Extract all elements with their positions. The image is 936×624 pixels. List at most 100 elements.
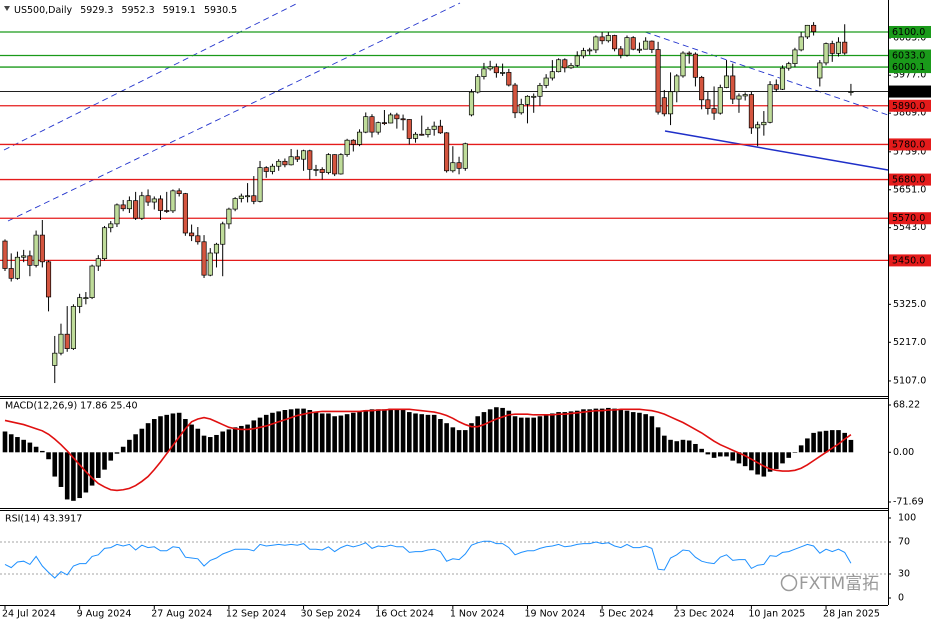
candle-body: [811, 24, 817, 32]
macd-bar: [226, 429, 232, 453]
macd-bar: [817, 431, 823, 453]
macd-title: MACD(12,26,9) 17.86 25.40: [5, 401, 138, 412]
rsi-y-tick-label: 0: [898, 593, 904, 604]
macd-bar: [475, 416, 481, 453]
candle-body: [21, 255, 27, 258]
macd-bar: [730, 452, 736, 461]
candle-body: [786, 63, 792, 69]
candle-body: [344, 139, 350, 155]
macd-bar: [170, 413, 176, 453]
level-label-box: [889, 49, 931, 62]
macd-bar: [251, 420, 257, 453]
macd-bar: [220, 431, 225, 453]
macd-bar: [811, 432, 816, 453]
macd-bar: [798, 445, 804, 453]
macd-bar: [842, 432, 847, 453]
macd-bar: [525, 417, 530, 453]
candle-body: [804, 24, 810, 38]
candle-body: [77, 297, 83, 307]
macd-bar: [494, 407, 499, 453]
y-tick-label: 5759.0: [893, 146, 926, 157]
macd-bar: [288, 409, 294, 453]
candle-body: [686, 52, 692, 55]
level-label: 5680.0: [892, 175, 925, 186]
candle-body: [599, 36, 605, 42]
macd-bar: [33, 446, 39, 453]
candle-body: [226, 208, 232, 225]
macd-y-tick-label: 68.22: [893, 400, 920, 411]
macd-bar: [145, 423, 151, 453]
candle-body: [170, 190, 176, 212]
macd-signal-line: [4, 408, 852, 492]
symbol-header: US500,Daily 5929.3 5952.3 5919.1 5930.5: [14, 5, 237, 16]
macd-bar: [724, 452, 729, 457]
macd-bar: [668, 439, 673, 453]
macd-bar: [419, 414, 425, 453]
candle-body: [145, 195, 151, 203]
macd-bar: [357, 411, 362, 453]
candle-body: [518, 104, 524, 114]
macd-bar: [711, 452, 717, 458]
macd-bar: [407, 412, 412, 453]
x-tick-label: 28 Jan 2025: [823, 609, 880, 620]
candle-body: [767, 84, 773, 123]
level-label-box: [889, 212, 931, 225]
macd-bar: [531, 417, 536, 453]
current-price-box: [889, 85, 931, 98]
rsi-title: RSI(14) 43.3917: [5, 514, 82, 525]
candle-body: [369, 116, 375, 133]
candle-body: [89, 265, 95, 299]
macd-bar: [829, 430, 835, 453]
candle-body: [232, 198, 238, 210]
candle-body: [257, 167, 263, 202]
macd-bar: [438, 419, 443, 453]
candle-body: [512, 84, 518, 114]
macd-bar: [276, 411, 281, 453]
candle-body: [238, 195, 244, 199]
macd-bar: [232, 427, 238, 453]
candle-body: [798, 36, 804, 51]
candle-body: [301, 150, 307, 160]
candle-body: [500, 72, 506, 74]
candle-body: [667, 91, 674, 115]
macd-bar: [767, 452, 773, 472]
candle-body: [431, 125, 437, 130]
macd-bar: [655, 427, 661, 453]
macd-bar: [543, 414, 549, 453]
watermark: FXTM富拓: [799, 574, 879, 594]
candle-body: [723, 75, 730, 88]
candle-body: [201, 241, 207, 276]
y-tick-label: 5217.0: [893, 337, 926, 348]
candle-body: [2, 240, 8, 269]
macd-bar: [108, 452, 114, 461]
candle-body: [574, 55, 580, 66]
candle-body: [307, 150, 313, 170]
macd-bar: [662, 435, 667, 453]
macd-bar: [587, 409, 592, 453]
candle-body: [8, 268, 14, 279]
level-label: 6033.0: [892, 51, 925, 62]
macd-bar: [332, 416, 337, 453]
x-tick-label: 10 Jan 2025: [748, 609, 805, 620]
macd-bar: [307, 410, 313, 453]
candle-body: [612, 35, 618, 50]
macd-bar: [836, 430, 841, 453]
trend-line: [664, 130, 889, 171]
candle-body: [388, 114, 394, 124]
candle-body: [568, 65, 574, 69]
rsi-y-tick-label: 100: [898, 513, 916, 524]
macd-bar: [612, 408, 617, 453]
trend-line: [3, 2, 299, 151]
macd-bar: [693, 443, 698, 453]
candle-body: [133, 200, 139, 219]
macd-bar: [780, 452, 785, 464]
macd-bar: [164, 414, 170, 453]
macd-bar: [77, 452, 82, 499]
candle-body: [288, 156, 294, 166]
macd-bar: [301, 408, 306, 453]
macd-bar: [705, 452, 711, 455]
candle-body: [375, 122, 381, 133]
candle-body: [649, 40, 655, 50]
candle-body: [338, 154, 344, 175]
